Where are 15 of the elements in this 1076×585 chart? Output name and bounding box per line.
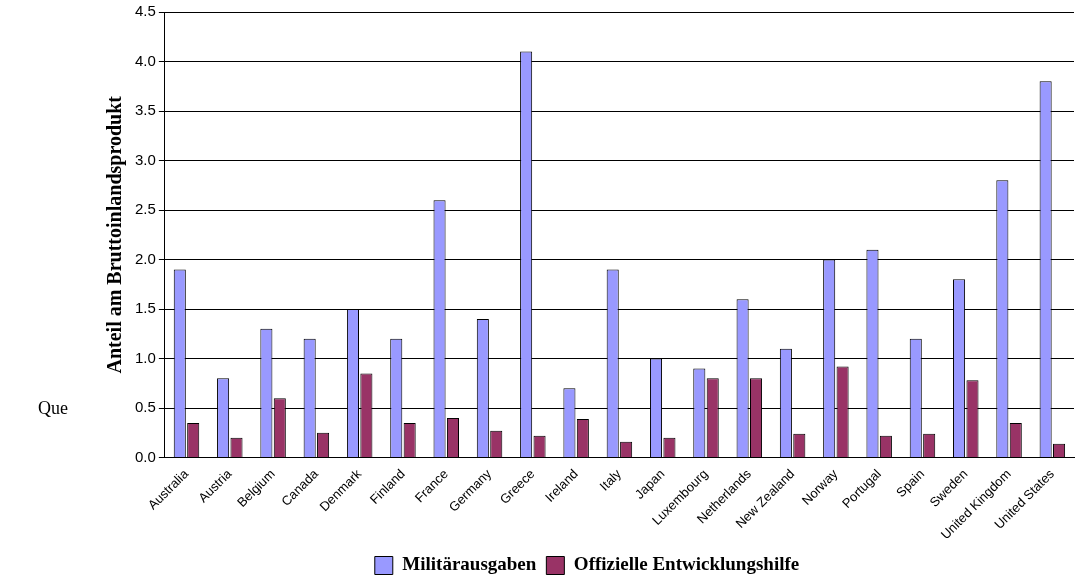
text: Que	[38, 398, 68, 419]
legend-label: Offizielle Entwicklungshilfe	[573, 553, 800, 575]
y-tick-label: 4.5	[134, 2, 156, 20]
y-tick-label: 1.5	[134, 299, 156, 317]
y-tick-label: 0.0	[134, 447, 156, 465]
legend-label: Militärausgaben	[402, 553, 537, 575]
y-tick-label: 3.0	[134, 150, 156, 168]
y-tick-label: 0.5	[134, 398, 156, 416]
y-tick-label: 4.0	[134, 51, 156, 69]
y-tick-label: 2.0	[134, 249, 156, 267]
y-tick-label: 1.0	[134, 348, 156, 366]
y-tick-label: 3.5	[134, 101, 156, 119]
y-tick-label: 2.5	[134, 200, 156, 218]
x-tick-label: Italy	[596, 465, 625, 494]
y-axis-title: Anteil am Bruttoinlandsprodukt	[103, 95, 127, 374]
